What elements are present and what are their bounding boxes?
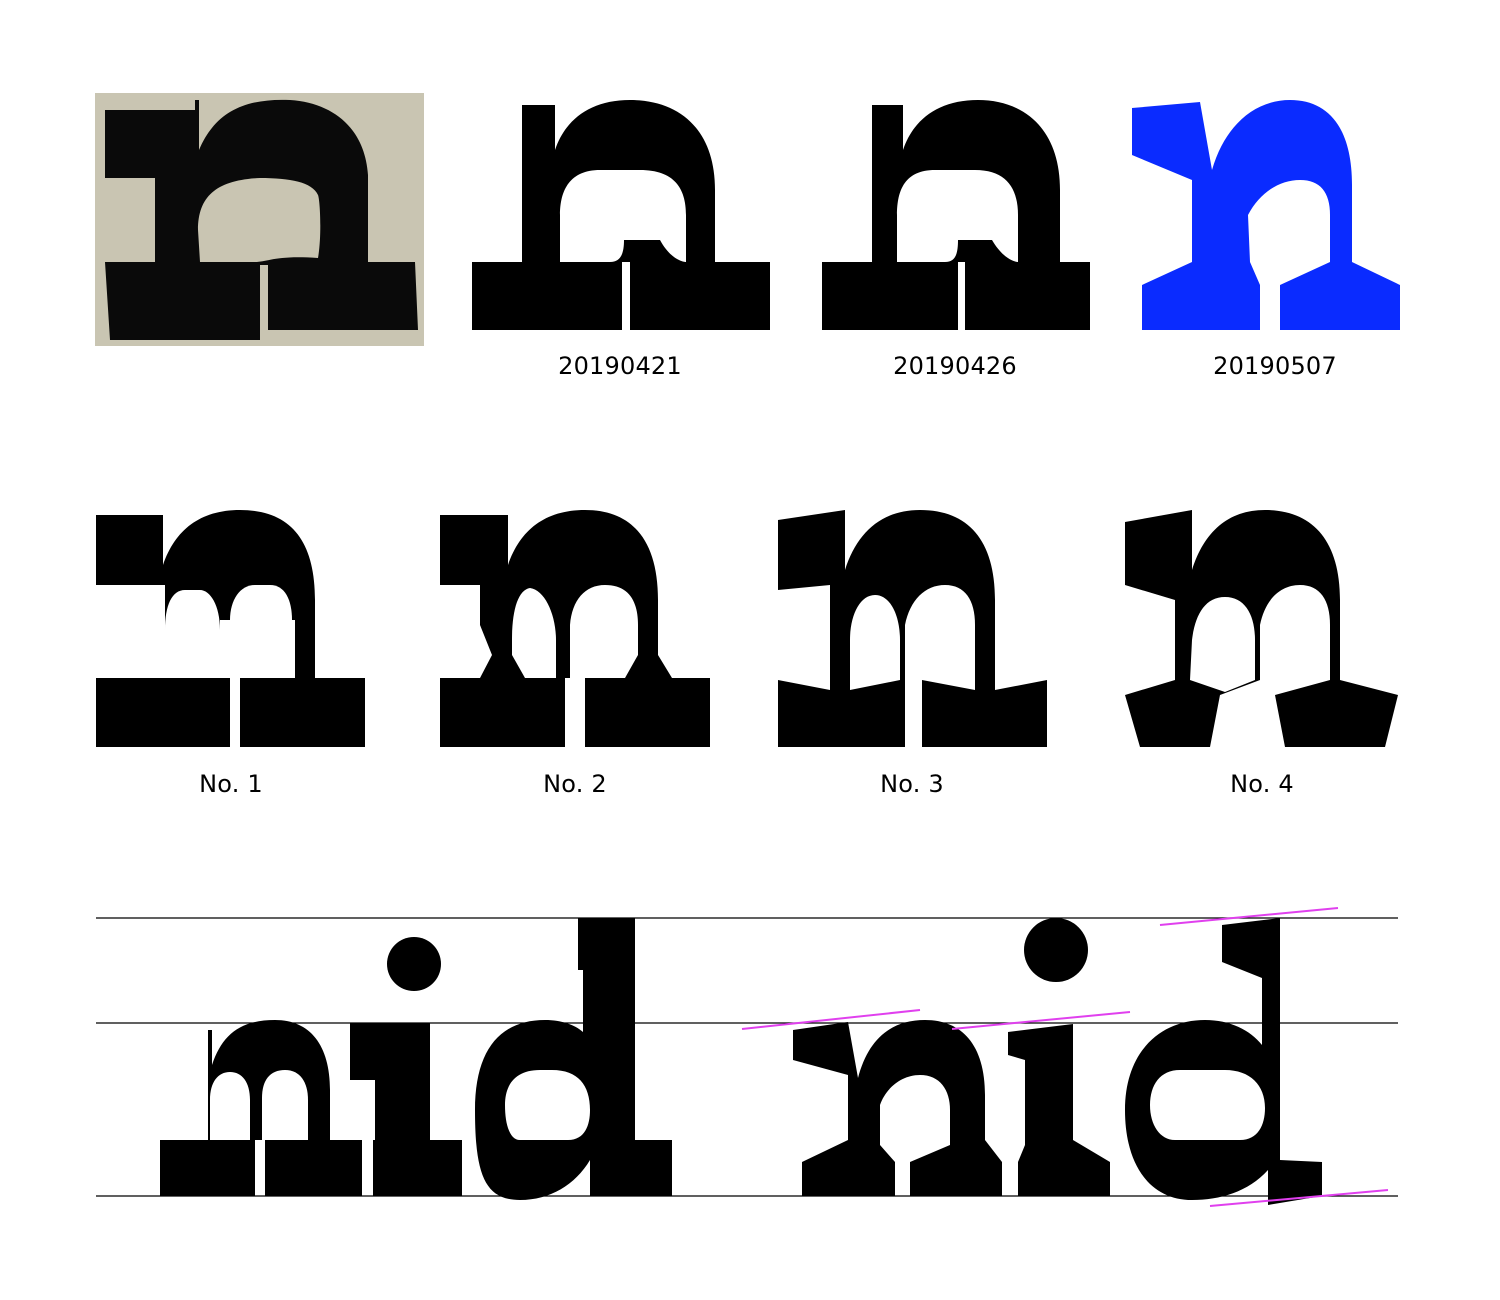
scan-glyph-n [105,99,418,340]
caption-20190421: 20190421 [558,352,682,380]
word1-letter-d [475,918,672,1200]
word2-letter-i-dot [1024,918,1088,982]
glyph-n-no4 [1125,510,1398,747]
slant-guides [741,907,1389,1207]
slant-guide-d-top [1159,907,1339,926]
slant-guide-i [951,1011,1131,1030]
word1-letter-i [350,1023,462,1196]
slant-guide-d-foot [1209,1189,1389,1207]
caption-no2: No. 2 [543,770,607,798]
scan-sample [95,93,424,346]
word1-letter-i-dot [387,937,441,991]
glyph-n-20190507 [1132,100,1400,330]
slant-guide-n [741,1009,921,1030]
glyph-n-no3 [778,510,1047,747]
glyph-n-no1 [96,510,365,747]
caption-no3: No. 3 [880,770,944,798]
word2-letter-i [1008,1024,1110,1196]
caption-20190507: 20190507 [1213,352,1337,380]
word2-letter-d [1125,918,1322,1205]
caption-no1: No. 1 [199,770,263,798]
word-nid-slanted [793,918,1322,1205]
word1-letter-n [160,1020,362,1196]
glyph-n-no2 [440,510,710,747]
glyph-n-20190421 [472,100,770,330]
caption-no4: No. 4 [1230,770,1294,798]
caption-20190426: 20190426 [893,352,1017,380]
word-nid-flat [160,918,672,1200]
glyph-n-20190426 [822,100,1090,330]
word2-letter-n [793,1020,1002,1196]
